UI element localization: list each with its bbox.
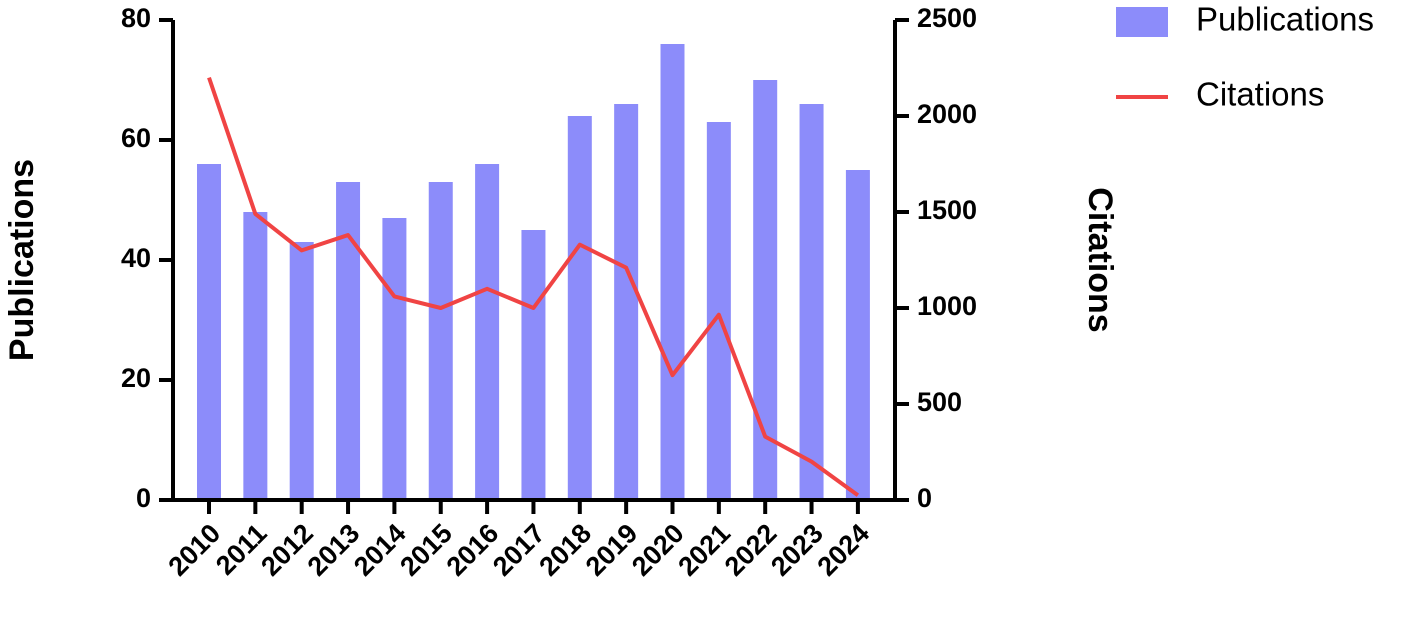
y2-tick-label: 500 [917, 387, 962, 417]
x-tick-label: 2017 [487, 518, 551, 582]
y2-tick-label: 2500 [917, 3, 977, 33]
x-tick-label: 2016 [441, 518, 505, 582]
y-tick-label: 40 [121, 243, 151, 273]
x-tick-label: 2012 [255, 518, 319, 582]
line [207, 76, 860, 497]
bar [660, 44, 685, 500]
y-axis-title: Publications [3, 159, 41, 361]
legend-label: Citations [1196, 76, 1324, 113]
bar [475, 164, 500, 500]
y-tick-label: 80 [121, 3, 151, 33]
x-tick-label: 2014 [348, 518, 412, 582]
x-tick-label: 2022 [719, 518, 783, 582]
y-tick-label: 0 [136, 483, 151, 513]
y2-tick-label: 0 [917, 483, 932, 513]
y2-axis-title: Citations [1081, 187, 1119, 332]
bar [845, 170, 870, 500]
x-tick-label: 2023 [765, 518, 829, 582]
y2-tick-label: 1000 [917, 291, 977, 321]
bar [243, 212, 268, 500]
y2-tick-label: 1500 [917, 195, 977, 225]
bar [289, 242, 314, 500]
bar [799, 104, 824, 500]
x-tick-label: 2019 [580, 518, 644, 582]
bar [197, 164, 221, 500]
bar [706, 122, 731, 500]
y-tick-label: 20 [121, 363, 151, 393]
bar [521, 230, 546, 500]
bar [382, 218, 407, 500]
legend-label: Publications [1196, 1, 1374, 38]
x-tick-label: 2020 [626, 518, 690, 582]
bar [567, 116, 592, 500]
bar [336, 182, 361, 500]
x-tick-label: 2010 [163, 518, 227, 582]
x-tick-label: 2021 [672, 518, 736, 582]
x-tick-label: 2024 [811, 518, 875, 582]
legend-swatch [1116, 7, 1168, 37]
x-tick-label: 2013 [302, 518, 366, 582]
x-tick-label: 2015 [394, 518, 458, 582]
x-tick-label: 2011 [210, 518, 273, 581]
bar [753, 80, 778, 500]
y-tick-label: 60 [121, 123, 151, 153]
bar [614, 104, 639, 500]
bar [428, 182, 453, 500]
x-tick-label: 2018 [533, 518, 597, 582]
y2-tick-label: 2000 [917, 99, 977, 129]
